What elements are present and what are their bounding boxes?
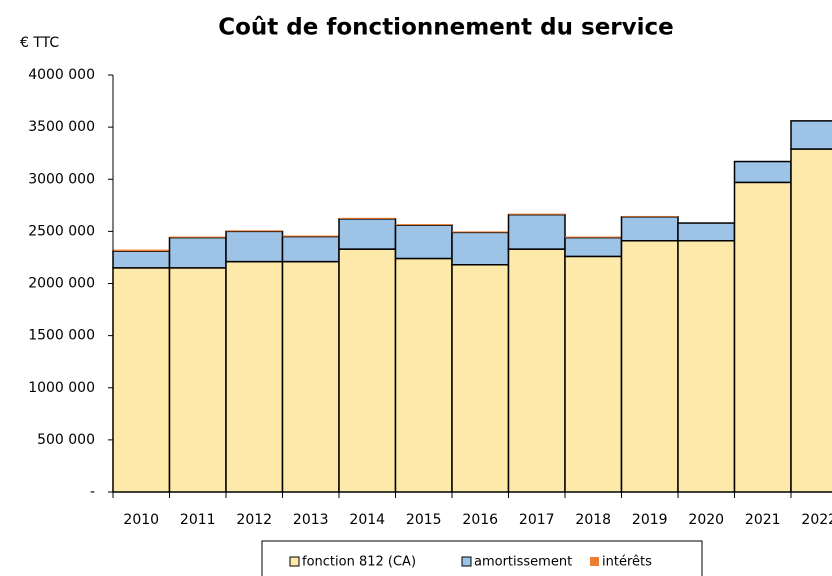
bar-segment xyxy=(620,216,679,242)
legend-label: amortissement xyxy=(474,555,572,570)
legend-label: fonction 812 (CA) xyxy=(302,555,416,570)
x-tick-label: 2022 xyxy=(801,512,832,528)
bar-segment xyxy=(733,181,792,493)
bar-segment xyxy=(790,120,832,150)
y-tick-label: 4000 000 xyxy=(28,67,95,83)
x-tick-label: 2017 xyxy=(519,512,555,528)
bar-segment xyxy=(564,236,623,258)
x-tick-label: 2010 xyxy=(123,512,159,528)
x-tick-label: 2020 xyxy=(688,512,724,528)
bar-segment xyxy=(677,222,736,242)
bar-segment xyxy=(281,235,340,263)
bar-segment xyxy=(507,248,566,493)
x-tick-label: 2013 xyxy=(293,512,329,528)
bar-segment xyxy=(338,218,397,250)
y-tick-label: - xyxy=(90,484,95,500)
bar-segment xyxy=(451,263,510,493)
y-axis-label: € TTC xyxy=(20,35,59,51)
bar-segment xyxy=(395,224,452,226)
bar-segment xyxy=(621,215,678,217)
bar-segment xyxy=(451,231,510,266)
bar-segment xyxy=(677,240,736,493)
x-tick-label: 2018 xyxy=(575,512,611,528)
y-tick-label: 500 000 xyxy=(37,432,95,448)
bar-segment xyxy=(281,260,340,493)
bar-segment xyxy=(565,236,622,238)
y-tick-label: 3500 000 xyxy=(28,119,95,135)
y-tick-label: 2500 000 xyxy=(28,223,95,239)
legend-swatch xyxy=(461,556,472,567)
bar-segment xyxy=(452,231,509,233)
legend-box xyxy=(261,540,703,576)
y-tick-label: 2000 000 xyxy=(28,276,95,292)
bar-segment xyxy=(113,249,170,252)
chart-title: Coût de fonctionnement du service xyxy=(218,15,674,41)
y-tick-label: 3000 000 xyxy=(28,171,95,187)
x-tick-label: 2021 xyxy=(745,512,781,528)
x-tick-label: 2015 xyxy=(406,512,442,528)
x-tick-label: 2012 xyxy=(236,512,272,528)
x-tick-label: 2011 xyxy=(180,512,216,528)
bar-segment xyxy=(112,267,171,493)
bar-segment xyxy=(168,236,227,269)
x-tick-label: 2014 xyxy=(349,512,385,528)
bar-segment xyxy=(226,230,283,232)
bar-segment xyxy=(225,230,284,263)
x-tick-label: 2016 xyxy=(462,512,498,528)
bar-segment xyxy=(564,255,623,493)
x-tick-label: 2019 xyxy=(632,512,668,528)
y-tick-label: 1000 000 xyxy=(28,380,95,396)
bar-segment xyxy=(394,224,453,260)
legend-swatch xyxy=(590,557,599,566)
bar-segment xyxy=(620,240,679,493)
bar-segment xyxy=(112,250,171,269)
bar-segment xyxy=(790,148,832,493)
bar-segment xyxy=(394,257,453,493)
bar-segment xyxy=(168,267,227,493)
legend-label: intérêts xyxy=(602,555,652,570)
y-tick-label: 1500 000 xyxy=(28,328,95,344)
legend-swatch xyxy=(289,556,300,567)
bar-segment xyxy=(338,248,397,493)
bar-segment xyxy=(282,235,339,237)
bar-segment xyxy=(339,217,396,219)
bar-segment xyxy=(507,213,566,250)
bar-segment xyxy=(508,213,565,215)
bar-segment xyxy=(733,160,792,184)
bar-segment xyxy=(169,236,226,238)
bar-segment xyxy=(225,260,284,493)
